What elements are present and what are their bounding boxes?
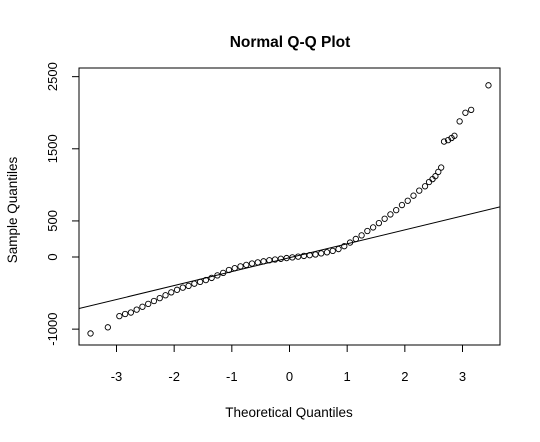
data-point: [393, 206, 400, 214]
data-point: [375, 219, 383, 227]
y-axis: -1000 0 500 1500 2500: [45, 62, 80, 346]
x-tick-label: -3: [111, 369, 123, 384]
data-point: [421, 183, 429, 190]
data-point: [318, 250, 325, 257]
data-point: [444, 136, 452, 144]
data-point: [191, 280, 198, 287]
data-point: [323, 249, 331, 256]
data-point: [335, 245, 342, 253]
data-point: [202, 276, 210, 284]
data-point: [468, 106, 475, 113]
data-point: [364, 227, 371, 235]
y-tick-label: 1500: [45, 134, 60, 163]
data-point: [432, 173, 439, 180]
data-point: [150, 297, 158, 305]
data-point: [277, 255, 284, 262]
y-tick-label: 2500: [45, 62, 60, 91]
data-point: [440, 138, 448, 145]
data-point: [271, 256, 279, 263]
x-tick-label: -1: [226, 369, 238, 384]
data-point: [435, 168, 442, 176]
data-point: [456, 118, 463, 125]
data-point: [196, 278, 204, 286]
data-point: [329, 247, 336, 255]
data-point: [369, 224, 377, 231]
data-point: [295, 253, 302, 260]
x-tick-label: 0: [286, 369, 293, 384]
data-point: [127, 309, 135, 316]
data-point: [208, 274, 215, 282]
data-point: [300, 252, 308, 260]
data-point: [231, 265, 238, 272]
data-point: [462, 109, 469, 116]
data-point: [133, 306, 140, 313]
data-point: [225, 266, 233, 274]
data-point: [260, 258, 267, 265]
data-point: [248, 260, 256, 267]
data-point: [289, 254, 296, 261]
data-point: [168, 289, 175, 296]
data-point: [214, 272, 221, 279]
x-tick-label: 3: [459, 369, 466, 384]
data-point: [451, 132, 458, 139]
x-tick-label: -2: [168, 369, 180, 384]
data-point: [485, 82, 492, 89]
data-point: [139, 303, 146, 310]
data-point: [283, 254, 290, 262]
data-point: [358, 232, 365, 239]
data-points: [87, 82, 492, 337]
data-point: [220, 269, 227, 277]
data-point: [306, 252, 313, 259]
data-point: [254, 259, 261, 266]
data-point: [416, 187, 423, 194]
data-point: [87, 330, 94, 337]
data-point: [185, 282, 192, 289]
data-point: [173, 286, 181, 293]
data-point: [438, 164, 445, 171]
data-point: [387, 211, 394, 218]
data-point: [381, 215, 388, 222]
data-point: [352, 235, 359, 243]
data-point: [116, 312, 123, 320]
data-point: [312, 251, 319, 258]
data-point: [145, 300, 152, 308]
data-point: [398, 201, 406, 209]
y-tick-label: 0: [45, 253, 60, 260]
data-point: [346, 239, 354, 246]
y-tick-label: 500: [45, 210, 60, 232]
y-tick-label: -1000: [45, 313, 60, 346]
data-point: [104, 324, 111, 331]
data-point: [341, 243, 348, 250]
x-tick-label: 2: [401, 369, 408, 384]
data-point: [237, 263, 244, 270]
y-axis-label: Sample Quantiles: [5, 156, 20, 263]
data-point: [243, 261, 250, 269]
data-point: [266, 257, 273, 264]
data-point: [121, 310, 129, 318]
data-point: [404, 197, 411, 204]
x-tick-label: 1: [344, 369, 351, 384]
data-point: [156, 294, 163, 302]
data-point: [162, 292, 169, 299]
chart-title: Normal Q-Q Plot: [230, 34, 351, 51]
data-point: [179, 284, 186, 291]
x-axis-label: Theoretical Quantiles: [225, 405, 353, 420]
x-axis: -3 -2 -1 0 1 2 3: [111, 344, 466, 384]
data-point: [410, 192, 417, 199]
